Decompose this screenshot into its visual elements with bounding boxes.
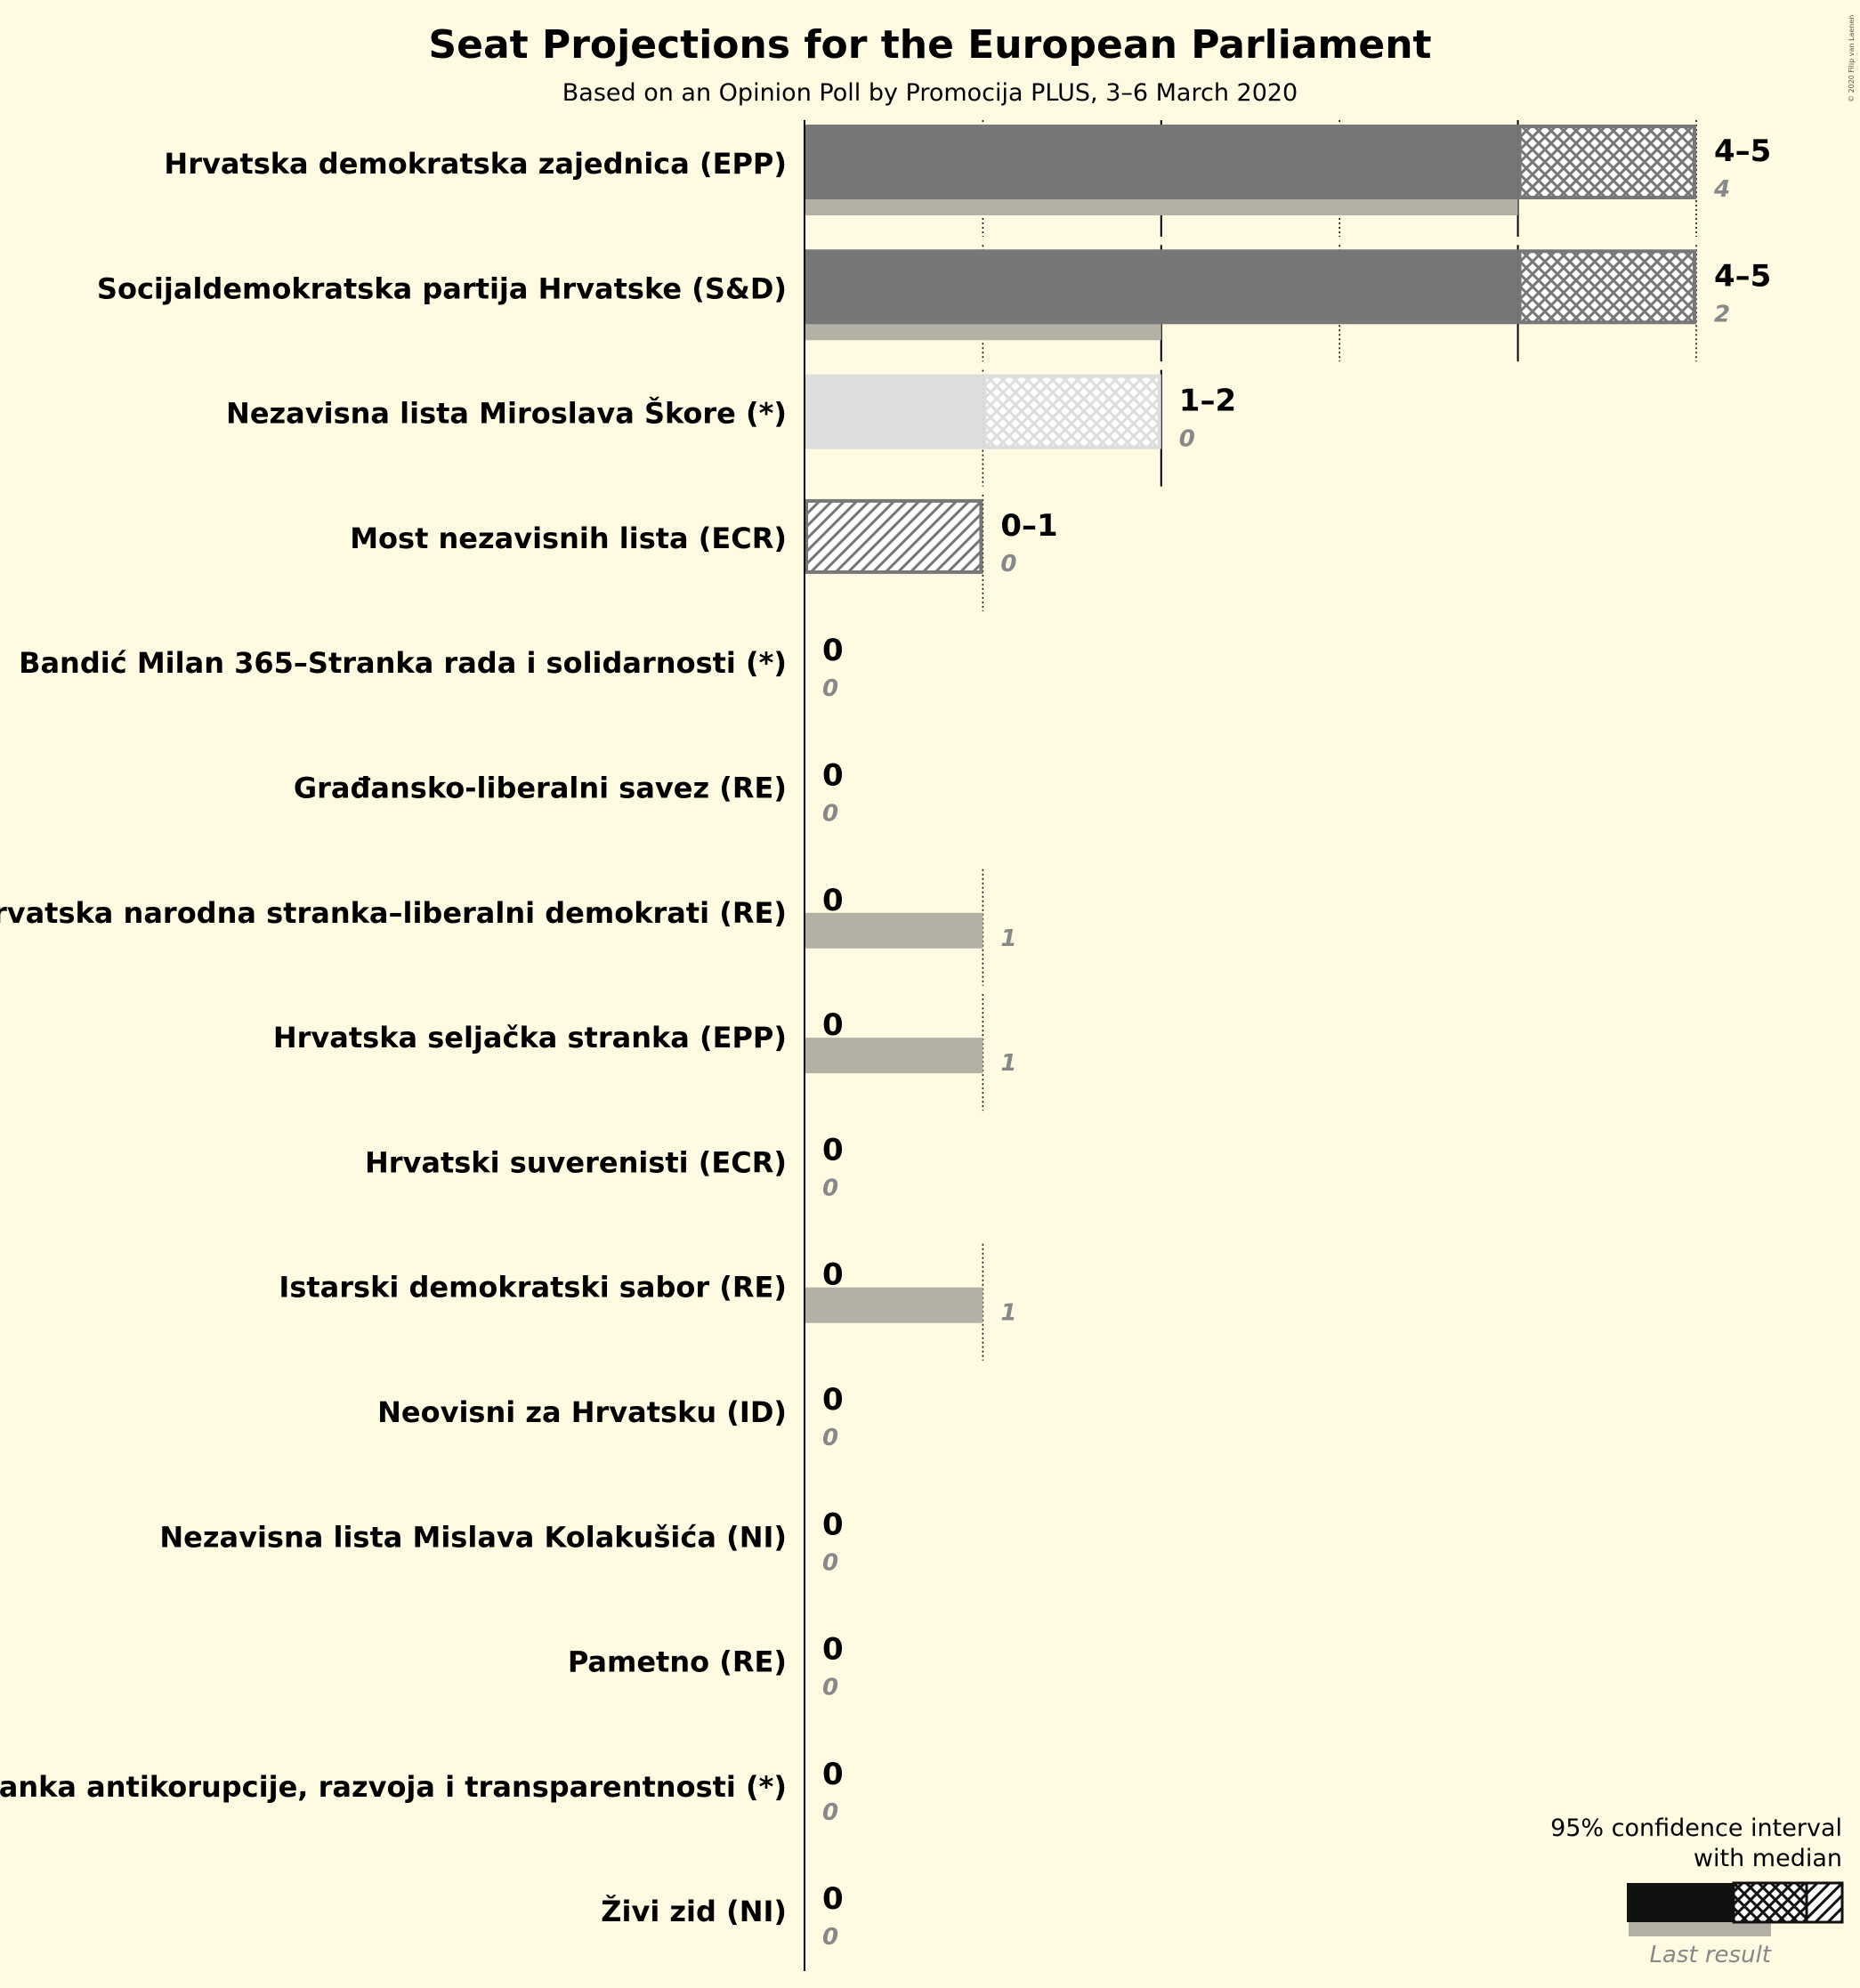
chart-subtitle: Based on an Opinion Poll by Promocija PL… <box>562 79 1298 107</box>
median-bar <box>805 374 983 449</box>
category-label: Stranka antikorupcije, razvoja i transpa… <box>0 1770 787 1804</box>
last-result-label: 2 <box>1714 301 1730 327</box>
category-label: Hrvatski suverenisti (ECR) <box>365 1145 787 1179</box>
ci-bar <box>1517 249 1696 325</box>
legend-last-result-label: Last result <box>1649 1942 1771 1968</box>
last-result-bar <box>805 912 983 949</box>
category-label: Hrvatska demokratska zajednica (EPP) <box>164 147 787 181</box>
legend: 95% confidence interval with median Last… <box>1550 1814 1844 1968</box>
range-label: 0 <box>822 1132 844 1168</box>
range-label: 0 <box>822 633 844 668</box>
category-label: Nezavisna lista Miroslava Škore (*) <box>226 396 787 431</box>
category-label: Most nezavisnih lista (ECR) <box>350 521 787 555</box>
ci-bar <box>1517 125 1696 199</box>
last-result-label: 1 <box>1000 1050 1016 1077</box>
median-bar <box>805 125 1518 199</box>
range-label: 0 <box>822 1382 844 1418</box>
ci-bar <box>983 374 1161 449</box>
category-label: Istarski demokratski sabor (RE) <box>279 1271 787 1305</box>
credit-text: © 2020 Filip van Laenen <box>1848 15 1856 102</box>
bars-layer <box>805 125 1696 1323</box>
last-result-label: 0 <box>822 675 838 702</box>
category-label: Hrvatska seljačka stranka (EPP) <box>273 1021 787 1055</box>
category-label: Nezavisna lista Mislava Kolakušića (NI) <box>159 1520 787 1554</box>
last-result-label: 0 <box>822 1175 838 1201</box>
range-label: 1–2 <box>1179 384 1236 419</box>
last-result-label: 0 <box>822 1549 838 1576</box>
ci-bar <box>805 498 983 574</box>
last-result-label: 0 <box>822 801 838 828</box>
last-result-label: 0 <box>822 1425 838 1451</box>
range-label: 0 <box>822 1757 844 1792</box>
range-label: 0 <box>822 1007 844 1043</box>
last-result-label: 0 <box>1000 551 1016 578</box>
legend-diag-swatch <box>1805 1881 1844 1924</box>
category-label: Neovisni za Hrvatsku (ID) <box>377 1395 787 1429</box>
last-result-bar <box>805 1287 983 1323</box>
range-label: 4–5 <box>1714 133 1771 169</box>
legend-crosshatch-swatch <box>1732 1881 1808 1924</box>
range-label: 0 <box>822 1257 844 1293</box>
category-label: Živi zid (NI) <box>601 1895 787 1928</box>
category-label: Bandić Milan 365–Stranka rada i solidarn… <box>19 646 787 680</box>
category-label: Građansko-liberalni savez (RE) <box>294 772 787 805</box>
last-result-label: 4 <box>1713 176 1730 203</box>
legend-title-line2: with median <box>1694 1845 1842 1872</box>
last-result-label: 0 <box>822 1799 838 1826</box>
range-label: 0 <box>822 1632 844 1668</box>
chart-title: Seat Projections for the European Parlia… <box>428 22 1431 68</box>
last-result-label: 1 <box>1000 925 1016 952</box>
range-label: 0 <box>822 1507 844 1542</box>
median-bar <box>805 249 1518 325</box>
category-label: Hrvatska narodna stranka–liberalni demok… <box>0 896 787 930</box>
range-label: 0–1 <box>1000 508 1057 544</box>
range-label: 0 <box>822 883 844 918</box>
legend-title-line1: 95% confidence interval <box>1550 1814 1842 1842</box>
legend-solid-swatch <box>1627 1883 1734 1922</box>
last-result-label: 0 <box>1179 426 1195 453</box>
last-result-bar <box>805 1038 983 1074</box>
range-label: 0 <box>822 758 844 794</box>
range-label: 4–5 <box>1714 258 1771 294</box>
last-result-label: 0 <box>822 1675 838 1701</box>
labels-layer: Hrvatska demokratska zajednica (EPP) 4–5 4… <box>0 133 1771 1951</box>
last-result-label: 1 <box>1000 1300 1016 1327</box>
last-result-bar <box>805 322 1161 341</box>
last-result-bar <box>805 198 1518 215</box>
range-label: 0 <box>822 1881 844 1917</box>
last-result-label: 0 <box>822 1924 838 1951</box>
category-label: Pametno (RE) <box>568 1645 787 1679</box>
category-label: Socijaldemokratska partija Hrvatske (S&D… <box>97 271 787 305</box>
